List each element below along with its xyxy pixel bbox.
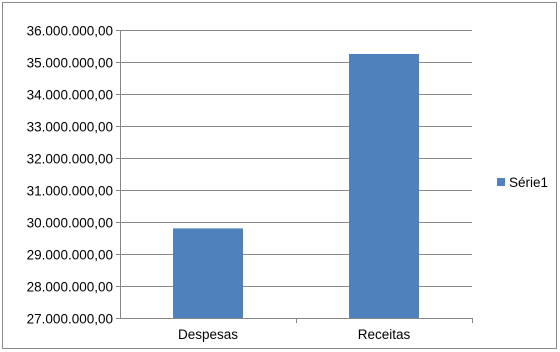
y-tick-label: 36.000.000,00 bbox=[27, 24, 113, 39]
y-tick-label: 33.000.000,00 bbox=[27, 120, 113, 135]
gridlines bbox=[120, 30, 472, 287]
x-axis-categories: Despesas Receitas bbox=[178, 318, 473, 342]
bars bbox=[173, 54, 419, 318]
y-tick-label: 32.000.000,00 bbox=[27, 152, 113, 167]
legend-label-serie1: Série1 bbox=[509, 175, 548, 190]
legend: Série1 bbox=[497, 175, 548, 190]
y-axis-ticks: 27.000.000,00 28.000.000,00 29.000.000,00 3… bbox=[27, 24, 120, 327]
x-category-label: Receitas bbox=[358, 327, 411, 342]
y-tick-label: 27.000.000,00 bbox=[27, 312, 113, 327]
y-tick-label: 35.000.000,00 bbox=[27, 56, 113, 71]
axes bbox=[120, 30, 472, 319]
y-tick-label: 28.000.000,00 bbox=[27, 280, 113, 295]
legend-swatch bbox=[497, 178, 505, 186]
chart-frame bbox=[2, 2, 557, 349]
y-tick-label: 31.000.000,00 bbox=[27, 184, 113, 199]
y-tick-label: 29.000.000,00 bbox=[27, 248, 113, 263]
bar-receitas bbox=[349, 54, 419, 318]
y-tick-label: 34.000.000,00 bbox=[27, 88, 113, 103]
y-tick-label: 30.000.000,00 bbox=[27, 216, 113, 231]
bar-despesas bbox=[173, 228, 243, 318]
x-category-label: Despesas bbox=[178, 327, 238, 342]
